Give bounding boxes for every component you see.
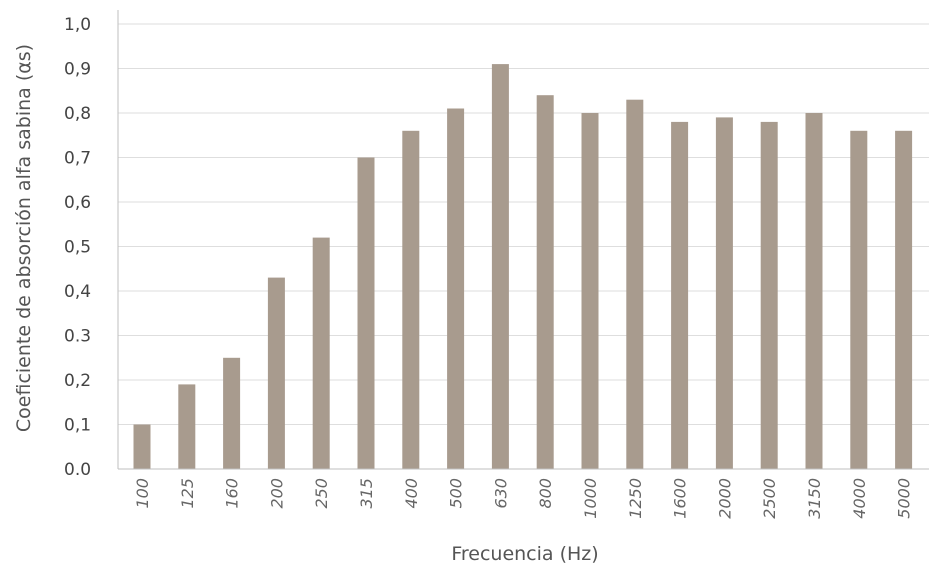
y-tick-label: 0.0 — [64, 460, 91, 480]
x-tick-label-4000: 4000 — [850, 478, 869, 519]
y-tick-label: 0,1 — [64, 416, 91, 436]
x-tick-label-160: 160 — [223, 478, 242, 509]
axes — [117, 10, 929, 470]
y-tick-label: 0,9 — [64, 60, 91, 80]
bar-2000 — [715, 117, 733, 470]
y-tick-label: 0,6 — [64, 193, 91, 213]
x-tick-label-125: 125 — [178, 478, 197, 509]
x-tick-label-3150: 3150 — [805, 478, 824, 519]
x-axis-title: Frecuencia (Hz) — [451, 543, 598, 565]
y-tick-label: 0.3 — [64, 327, 91, 347]
x-tick-label-1000: 1000 — [581, 478, 600, 519]
bar-630 — [491, 64, 509, 469]
gridlines — [118, 23, 929, 425]
bar-2500 — [760, 121, 778, 470]
y-tick-label: 1,0 — [64, 15, 91, 35]
x-tick-label-400: 400 — [402, 478, 421, 509]
x-tick-label-630: 630 — [491, 478, 510, 509]
bar-100 — [133, 424, 151, 469]
y-tick-label: 0,4 — [64, 282, 91, 302]
y-tick-label: 0,8 — [64, 104, 91, 124]
y-axis-title: Coeficiente de absorción alfa sabina (αs… — [13, 44, 35, 432]
bar-800 — [536, 95, 554, 469]
x-tick-label-2000: 2000 — [715, 478, 734, 519]
x-tick-label-315: 315 — [357, 478, 376, 509]
y-tick-label: 0,5 — [64, 238, 91, 258]
x-tick-label-1250: 1250 — [626, 478, 645, 519]
bar-400 — [402, 130, 420, 470]
x-tick-label-2500: 2500 — [760, 478, 779, 519]
bar-1250 — [626, 99, 644, 469]
y-tick-labels: 0.0 0,1 0,2 0.3 0,4 0,5 0,6 0,7 0,8 0,9 1,0 — [64, 15, 91, 480]
x-tick-label-800: 800 — [536, 478, 555, 509]
x-tick-label-200: 200 — [267, 478, 286, 509]
y-tick-label: 0,2 — [64, 371, 91, 391]
x-tick-label-1600: 1600 — [671, 478, 690, 519]
bar-250 — [312, 237, 330, 469]
x-tick-label-250: 250 — [312, 478, 331, 509]
bar-125 — [178, 384, 196, 469]
x-tick-label-100: 100 — [133, 478, 152, 509]
bar-315 — [357, 157, 375, 469]
bar-3150 — [805, 113, 823, 469]
bar-5000 — [895, 130, 913, 470]
y-tick-label: 0,7 — [64, 149, 91, 169]
bar-4000 — [850, 130, 868, 470]
bar-200 — [267, 277, 285, 469]
x-tick-label-500: 500 — [447, 478, 466, 509]
bar-1600 — [671, 121, 689, 470]
bars — [133, 64, 913, 470]
bar-500 — [447, 108, 465, 469]
bar-160 — [223, 357, 241, 470]
x-tick-labels: 100 125 160 200 250 315 400 500 630 800 1000 1250 16… — [133, 478, 914, 519]
bar-1000 — [581, 113, 599, 469]
x-tick-label-5000: 5000 — [895, 478, 914, 519]
